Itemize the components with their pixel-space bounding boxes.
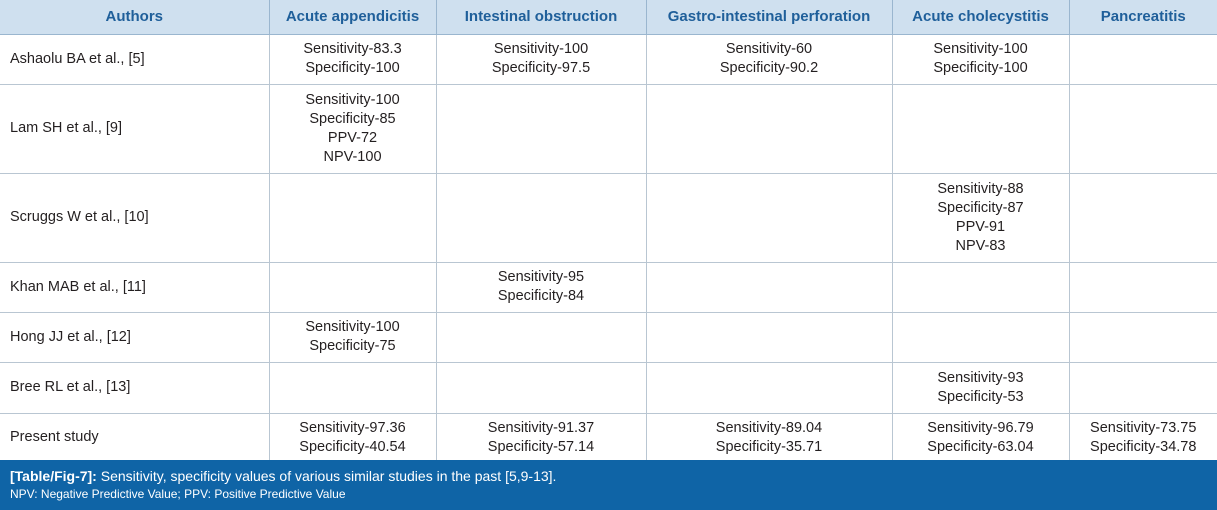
stat-value: Specificity-75 <box>309 338 396 354</box>
stat-value: Sensitivity-93 <box>937 369 1024 386</box>
value-cell-intestinal-obstruction <box>435 172 647 263</box>
value-cell-acute-appendicitis: Sensitivity-100 Specificity-85 PPV-72 NPV-1… <box>268 83 437 174</box>
stat-value: Sensitivity-100 <box>933 41 1028 57</box>
value-cell-intestinal-obstruction: Sensitivity-95 Specificity-84 <box>435 261 647 313</box>
column-header-gi-perforation: Gastro-intestinal perforation <box>645 0 893 35</box>
stat-value: Sensitivity-91.37 <box>487 419 595 436</box>
value-cell-acute-appendicitis <box>268 261 437 313</box>
value-cell-acute-cholecystitis <box>891 311 1070 363</box>
stat-value: Sensitivity-100 <box>493 41 589 57</box>
stat-value: Specificity-85 <box>309 110 396 127</box>
stat-value: Sensitivity-83.3 <box>303 41 402 57</box>
value-cell-intestinal-obstruction: Sensitivity-91.37 Specificity-57.14 <box>435 412 647 463</box>
value-cell-gi-perforation <box>645 361 893 414</box>
table-row: Ashaolu BA et al., [5] Sensitivity-83.3 Sp… <box>0 33 1217 85</box>
value-cell-acute-cholecystitis: Sensitivity-93 Specificity-53 <box>891 361 1070 414</box>
header-row: Authors Acute appendicitis Intestinal ob… <box>0 0 1217 35</box>
column-header-pancreatitis: Pancreatitis <box>1068 0 1217 35</box>
value-cell-gi-perforation <box>645 261 893 313</box>
stat-value: Sensitivity-95 <box>497 269 585 285</box>
author-cell: Lam SH et al., [9] <box>0 83 270 174</box>
value-cell-gi-perforation <box>645 172 893 263</box>
stat-value: Specificity-40.54 <box>299 438 406 455</box>
stat-value: Sensitivity-97.36 <box>299 419 406 436</box>
value-cell-pancreatitis <box>1068 172 1217 263</box>
table-body: Ashaolu BA et al., [5] Sensitivity-83.3 Sp… <box>0 33 1217 463</box>
value-cell-pancreatitis <box>1068 33 1217 85</box>
value-cell-intestinal-obstruction: Sensitivity-100 Specificity-97.5 <box>435 33 647 85</box>
stat-value: Specificity-87 <box>937 199 1024 216</box>
value-cell-intestinal-obstruction <box>435 83 647 174</box>
stat-value: NPV-83 <box>955 237 1006 254</box>
value-cell-gi-perforation <box>645 83 893 174</box>
stat-value: Specificity-100 <box>933 60 1028 76</box>
value-cell-acute-appendicitis: Sensitivity-83.3 Specificity-100 <box>268 33 437 85</box>
stat-value: Specificity-63.04 <box>927 438 1034 455</box>
stat-value: Sensitivity-100 <box>305 91 400 108</box>
value-cell-acute-appendicitis: Sensitivity-100 Specificity-75 <box>268 311 437 363</box>
value-cell-acute-appendicitis: Sensitivity-97.36 Specificity-40.54 <box>268 412 437 463</box>
value-cell-gi-perforation: Sensitivity-89.04 Specificity-35.71 <box>645 412 893 463</box>
column-header-acute-cholecystitis: Acute cholecystitis <box>891 0 1070 35</box>
author-cell: Bree RL et al., [13] <box>0 361 270 414</box>
author-cell: Scruggs W et al., [10] <box>0 172 270 263</box>
caption-line: [Table/Fig-7]: Sensitivity, specificity … <box>10 466 1207 486</box>
value-cell-acute-appendicitis <box>268 361 437 414</box>
caption-text: Sensitivity, specificity values of vario… <box>100 468 557 484</box>
stat-value: Specificity-97.5 <box>491 60 591 76</box>
value-cell-acute-cholecystitis <box>891 83 1070 174</box>
table-row: Hong JJ et al., [12] Sensitivity-100 Speci… <box>0 311 1217 363</box>
table-row: Bree RL et al., [13] Sensitivity-93 Specif… <box>0 361 1217 414</box>
stat-value: PPV-91 <box>955 218 1006 235</box>
stat-value: Sensitivity-100 <box>305 319 400 335</box>
stat-value: PPV-72 <box>327 129 378 146</box>
author-cell: Present study <box>0 412 270 463</box>
comparison-table: Authors Acute appendicitis Intestinal ob… <box>0 0 1217 463</box>
stat-value: Sensitivity-60 <box>725 41 813 57</box>
value-cell-pancreatitis <box>1068 261 1217 313</box>
stat-value: Specificity-84 <box>497 288 585 304</box>
value-cell-pancreatitis: Sensitivity-73.75 Specificity-34.78 <box>1068 412 1217 463</box>
value-cell-intestinal-obstruction <box>435 311 647 363</box>
stat-value: Sensitivity-96.79 <box>927 419 1034 436</box>
value-cell-acute-cholecystitis: Sensitivity-96.79 Specificity-63.04 <box>891 412 1070 463</box>
stat-value: Specificity-90.2 <box>719 60 819 76</box>
author-cell: Khan MAB et al., [11] <box>0 261 270 313</box>
stat-value: Sensitivity-88 <box>937 180 1024 197</box>
value-cell-gi-perforation: Sensitivity-60 Specificity-90.2 <box>645 33 893 85</box>
author-cell: Ashaolu BA et al., [5] <box>0 33 270 85</box>
value-cell-acute-cholecystitis <box>891 261 1070 313</box>
value-cell-pancreatitis <box>1068 361 1217 414</box>
column-header-acute-appendicitis: Acute appendicitis <box>268 0 437 35</box>
figure-caption: [Table/Fig-7]: Sensitivity, specificity … <box>0 460 1217 510</box>
stat-value: Sensitivity-73.75 <box>1090 419 1197 436</box>
caption-footnote: NPV: Negative Predictive Value; PPV: Pos… <box>10 487 346 501</box>
stat-value: Specificity-53 <box>937 388 1024 405</box>
table-row: Lam SH et al., [9] Sensitivity-100 Specifi… <box>0 83 1217 174</box>
table-row: Present study Sensitivity-97.36 Specificit… <box>0 412 1217 463</box>
value-cell-pancreatitis <box>1068 311 1217 363</box>
stat-value: Specificity-57.14 <box>487 438 595 455</box>
column-header-authors: Authors <box>0 0 270 35</box>
stat-value: Specificity-35.71 <box>715 438 823 455</box>
stat-value: NPV-100 <box>323 148 382 165</box>
value-cell-acute-cholecystitis: Sensitivity-100 Specificity-100 <box>891 33 1070 85</box>
table-row: Khan MAB et al., [11] Sensitivity-95 Speci… <box>0 261 1217 313</box>
author-cell: Hong JJ et al., [12] <box>0 311 270 363</box>
column-header-intestinal-obstruction: Intestinal obstruction <box>435 0 647 35</box>
stat-value: Specificity-100 <box>305 60 400 76</box>
table-row: Scruggs W et al., [10] Sensitivity-88 Spec… <box>0 172 1217 263</box>
value-cell-acute-appendicitis <box>268 172 437 263</box>
value-cell-intestinal-obstruction <box>435 361 647 414</box>
value-cell-gi-perforation <box>645 311 893 363</box>
value-cell-pancreatitis <box>1068 83 1217 174</box>
stat-value: Sensitivity-89.04 <box>715 419 823 436</box>
caption-label: [Table/Fig-7]: <box>10 468 97 484</box>
value-cell-acute-cholecystitis: Sensitivity-88 Specificity-87 PPV-91 NPV-83 <box>891 172 1070 263</box>
stat-value: Specificity-34.78 <box>1090 438 1197 455</box>
